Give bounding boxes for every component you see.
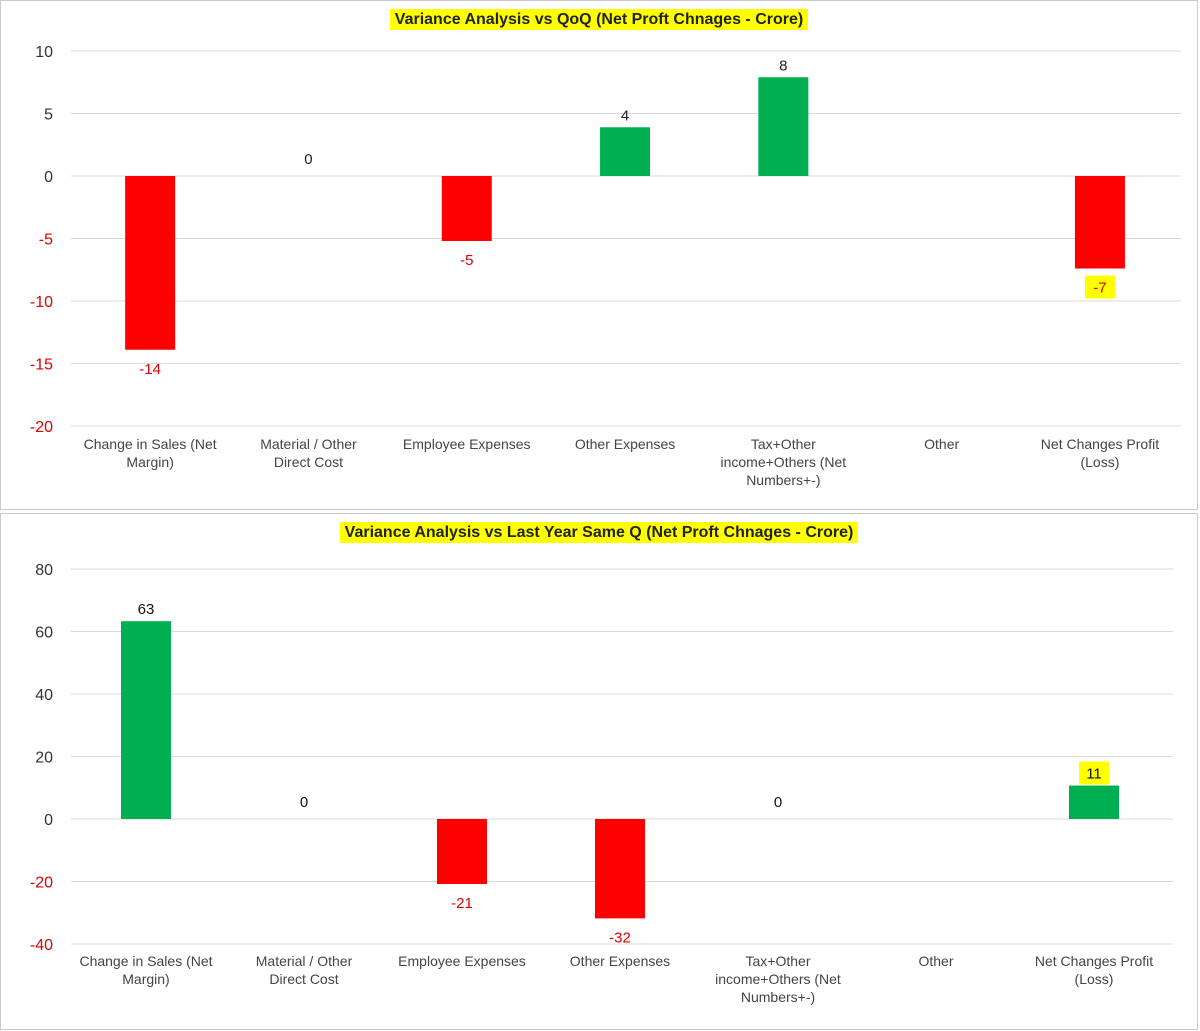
bar: [1074, 176, 1125, 269]
y-tick-label: 20: [35, 750, 53, 767]
bar: [1069, 785, 1119, 819]
x-tick-label: Other Expenses: [575, 436, 675, 452]
y-tick-label: 0: [44, 169, 53, 186]
y-tick-label: -20: [30, 419, 53, 436]
chart-title-text: Variance Analysis vs QoQ (Net Proft Chna…: [389, 9, 809, 30]
bar: [125, 176, 176, 350]
x-tick-label: Net Changes Profit (Loss): [1035, 953, 1153, 987]
y-tick-label: 80: [35, 562, 53, 579]
y-tick-label: -10: [30, 294, 53, 311]
x-tick-label: Other Expenses: [570, 953, 670, 969]
x-tick-label: Employee Expenses: [398, 953, 526, 969]
data-label: -32: [609, 929, 631, 946]
bar: [600, 127, 651, 176]
chart-panel-qoq: Variance Analysis vs QoQ (Net Proft Chna…: [0, 0, 1198, 510]
y-tick-label: -5: [39, 232, 53, 249]
chart-title: Variance Analysis vs Last Year Same Q (N…: [1, 522, 1197, 543]
y-tick-label: -20: [30, 875, 53, 892]
y-tick-label: 10: [35, 44, 53, 61]
bar: [758, 77, 809, 176]
x-tick-label: Other: [918, 953, 953, 969]
x-tick-label: Change in Sales (Net Margin): [84, 436, 217, 470]
x-tick-label: Material / Other Direct Cost: [260, 436, 357, 470]
data-label-highlight: [1084, 275, 1115, 299]
data-label: 8: [779, 57, 787, 74]
data-label: 4: [621, 107, 629, 124]
y-tick-label: -40: [30, 937, 53, 954]
bar: [437, 819, 487, 884]
data-label: 11: [1086, 766, 1102, 783]
data-label: 0: [774, 794, 782, 811]
y-tick-label: 5: [44, 107, 53, 124]
y-tick-label: -15: [30, 357, 53, 374]
chart-title: Variance Analysis vs QoQ (Net Proft Chna…: [1, 9, 1197, 30]
chart-title-text: Variance Analysis vs Last Year Same Q (N…: [339, 522, 859, 543]
data-label: 63: [138, 601, 155, 618]
chart-svg-last-year: 80 60 40 20 0 -20 -40 63 Change in Sales (Net Mar…: [30, 562, 1173, 1005]
y-tick-label: 0: [44, 812, 53, 829]
data-label: -21: [451, 895, 473, 912]
x-tick-label: Material / Other Direct Cost: [256, 953, 353, 987]
x-tick-label: Net Changes Profit (Loss): [1041, 436, 1159, 470]
x-tick-label: Change in Sales (Net Margin): [79, 953, 212, 987]
data-label: -7: [1093, 280, 1106, 297]
data-label: 0: [300, 794, 308, 811]
chart-panel-last-year: Variance Analysis vs Last Year Same Q (N…: [0, 513, 1198, 1030]
y-tick-label: 40: [35, 687, 53, 704]
bar: [121, 621, 171, 819]
chart-svg-qoq: 10 5 0 -5 -10 -15 -20 -14 Change in Sales (Net Ma…: [30, 44, 1181, 488]
data-label-highlight: [1079, 761, 1109, 785]
x-tick-label: Tax+Other income+Others (Net Numbers+-): [715, 953, 841, 1005]
bar: [441, 176, 492, 241]
data-label: -14: [139, 361, 161, 378]
data-label: -5: [460, 252, 473, 269]
bar: [595, 819, 645, 919]
data-label: 0: [304, 151, 312, 168]
x-tick-label: Employee Expenses: [403, 436, 531, 452]
y-tick-label: 60: [35, 625, 53, 642]
x-tick-label: Tax+Other income+Others (Net Numbers+-): [721, 436, 847, 488]
x-tick-label: Other: [924, 436, 959, 452]
